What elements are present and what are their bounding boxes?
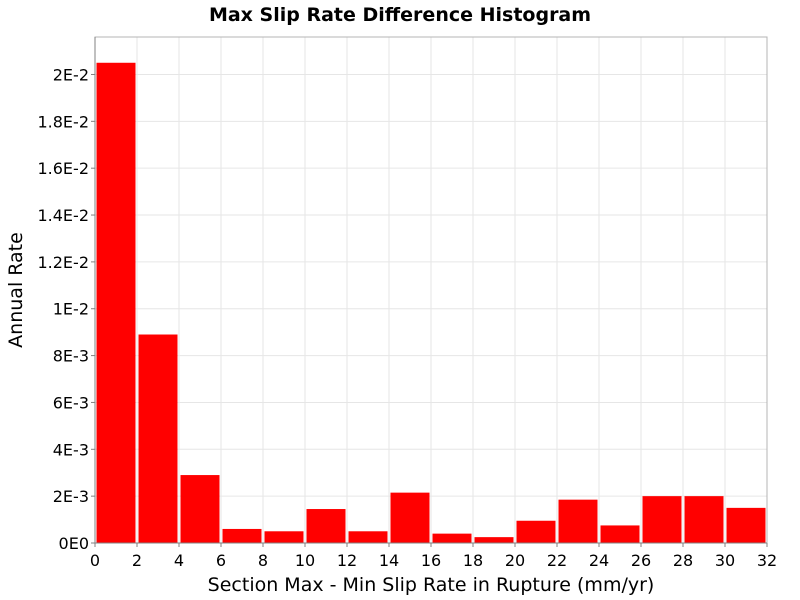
- histogram-bar: [222, 528, 262, 543]
- histogram-bar: [390, 492, 430, 543]
- histogram-bar: [138, 334, 178, 543]
- y-tick-label: 1.4E-2: [37, 206, 89, 225]
- x-tick-label: 30: [715, 551, 735, 570]
- x-tick-label: 18: [463, 551, 483, 570]
- y-tick-label: 1.8E-2: [37, 112, 89, 131]
- y-tick-label: 2E-2: [53, 65, 89, 84]
- axis-ticks: 0 2 4 6 8 10 12 14 16 18 20 22 24 26 28 30 320E02E-34E-3…: [37, 37, 777, 570]
- x-tick-label: 20: [505, 551, 525, 570]
- grid-lines: [95, 37, 767, 543]
- y-tick-label: 8E-3: [53, 347, 89, 366]
- x-tick-label: 0: [90, 551, 100, 570]
- histogram-bar: [726, 507, 766, 543]
- y-tick-label: 0E0: [59, 534, 89, 553]
- histogram-bar: [642, 496, 682, 543]
- x-tick-label: 2: [132, 551, 142, 570]
- histogram-bar: [96, 62, 136, 543]
- x-tick-label: 4: [174, 551, 184, 570]
- histogram-bar: [264, 531, 304, 543]
- y-tick-label: 1E-2: [53, 300, 89, 319]
- histogram-bar: [348, 531, 388, 543]
- histogram-bar: [306, 509, 346, 543]
- x-tick-label: 6: [216, 551, 226, 570]
- x-tick-label: 26: [631, 551, 651, 570]
- histogram-bar: [180, 475, 220, 543]
- x-tick-label: 24: [589, 551, 609, 570]
- chart-title: Max Slip Rate Difference Histogram: [209, 4, 591, 26]
- histogram-bar: [558, 499, 598, 543]
- histogram-bar: [432, 533, 472, 543]
- x-tick-label: 8: [258, 551, 268, 570]
- histogram-bar: [684, 496, 724, 543]
- y-tick-label: 6E-3: [53, 393, 89, 412]
- y-tick-label: 2E-3: [53, 487, 89, 506]
- histogram-bar: [516, 520, 556, 543]
- x-tick-label: 22: [547, 551, 567, 570]
- y-tick-label: 4E-3: [53, 440, 89, 459]
- x-tick-label: 12: [337, 551, 357, 570]
- y-axis-label: Annual Rate: [5, 232, 27, 348]
- y-tick-label: 1.6E-2: [37, 159, 89, 178]
- x-tick-label: 28: [673, 551, 693, 570]
- x-tick-label: 14: [379, 551, 399, 570]
- bars: [96, 62, 766, 543]
- x-tick-label: 32: [757, 551, 777, 570]
- x-axis-label: Section Max - Min Slip Rate in Rupture (…: [208, 574, 655, 596]
- histogram-bar: [600, 525, 640, 543]
- histogram-bar: [474, 537, 514, 543]
- x-tick-label: 16: [421, 551, 441, 570]
- x-tick-label: 10: [295, 551, 315, 570]
- y-tick-label: 1.2E-2: [37, 253, 89, 272]
